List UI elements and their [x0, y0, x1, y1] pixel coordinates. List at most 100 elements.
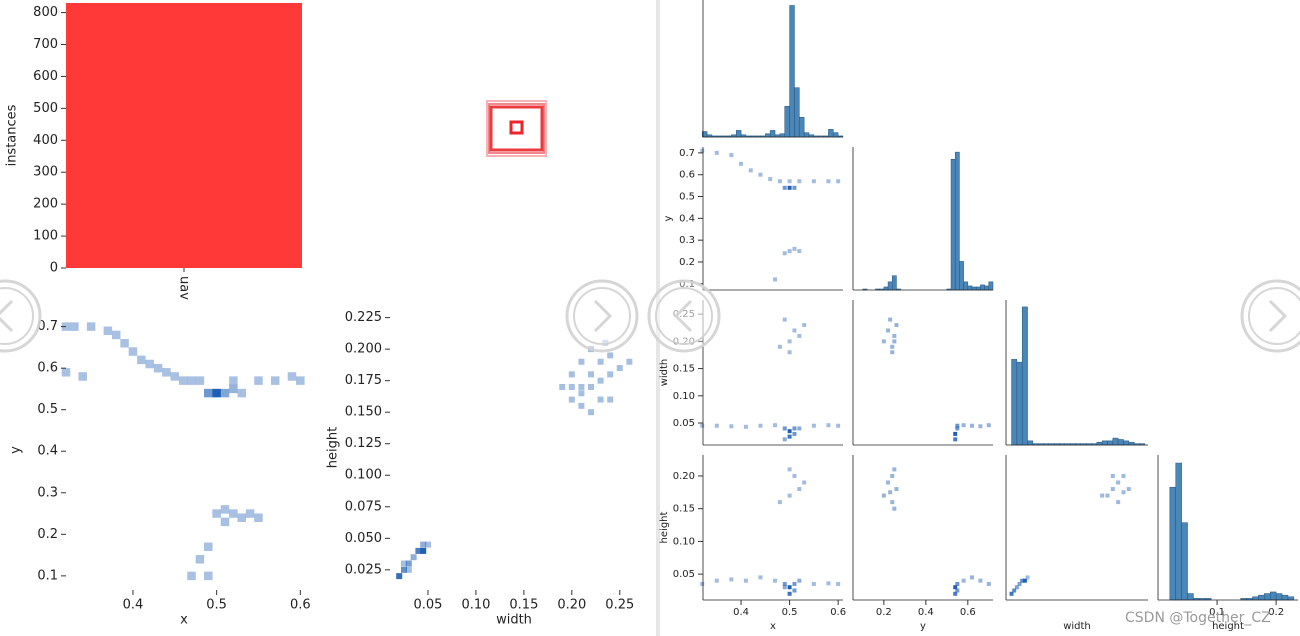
chart-panel	[852, 300, 993, 446]
heatmap-cell	[237, 513, 246, 522]
heatmap-cell	[792, 426, 797, 431]
chart-panel: 0.1 0.2 0.3 0.4 0.5 0.6 0.7 0.4 0.5 0.6 x y	[9, 319, 311, 627]
box-outline	[486, 100, 547, 157]
heatmap-cell	[128, 347, 138, 356]
heatmap-cell	[787, 591, 792, 596]
histogram-bar	[959, 261, 964, 291]
heatmap-cell	[424, 541, 431, 548]
heatmap-cell	[826, 179, 831, 184]
histogram-bar	[1021, 306, 1028, 446]
heatmap-cell	[758, 423, 763, 428]
heatmap-cell	[1020, 578, 1025, 583]
heatmap-cell	[782, 585, 787, 590]
heatmap-cell	[773, 578, 778, 583]
histogram-bar	[1275, 593, 1283, 601]
heatmap-cell	[296, 376, 305, 385]
y-tick-label: 0.200	[345, 342, 382, 357]
y-tick-label: 600	[33, 69, 58, 84]
heatmap-cell	[1126, 487, 1131, 492]
histogram-bar	[950, 159, 956, 291]
histogram-bar	[967, 285, 973, 291]
histogram-bar	[971, 286, 977, 291]
heatmap-cell	[797, 426, 802, 431]
heatmap-cell	[955, 426, 960, 431]
heatmap-cell	[792, 185, 797, 190]
bar	[66, 3, 302, 268]
chart-panel: 0.2 0.4 0.6 y	[852, 455, 993, 632]
heatmap-cell	[1105, 493, 1110, 498]
heatmap-cell	[782, 251, 787, 256]
heatmap-cell	[597, 377, 604, 384]
heatmap-cell	[420, 541, 427, 548]
heatmap-cell	[894, 487, 899, 492]
histogram-bar	[803, 132, 810, 138]
heatmap-cell	[890, 344, 895, 349]
heatmap-cell	[714, 150, 719, 155]
heatmap-cell	[758, 172, 763, 177]
heatmap-cell	[254, 376, 263, 385]
y-tick-label: 300	[33, 165, 58, 180]
histogram-bar	[1117, 439, 1124, 446]
heatmap-cell	[886, 328, 891, 333]
y-tick-label: 0.025	[345, 562, 382, 577]
histogram-bar	[833, 132, 839, 138]
heatmap-cell	[204, 388, 213, 398]
heatmap-cell	[103, 326, 113, 336]
y-tick-label: 500	[33, 101, 58, 116]
heatmap-cell	[892, 467, 897, 472]
heatmap-cell	[797, 333, 802, 338]
y-tick-label: 0.20	[673, 336, 695, 347]
heatmap-cell	[70, 322, 79, 331]
heatmap-cell	[1014, 585, 1019, 590]
heatmap-cell	[405, 566, 412, 573]
y-tick-label: 0.05	[673, 569, 695, 580]
heatmap-cell	[792, 328, 797, 333]
heatmap-cell	[254, 513, 263, 522]
y-tick-label: 0.1	[37, 568, 58, 583]
heatmap-cell	[578, 358, 585, 365]
histogram-bar	[1123, 440, 1130, 446]
y-tick-label: 0.150	[345, 405, 382, 420]
x-tick-label: 0.20	[557, 598, 586, 613]
heatmap-cell	[568, 396, 575, 403]
heatmap-cell	[797, 179, 802, 184]
heatmap-cell	[212, 388, 221, 398]
heatmap-cell	[729, 577, 734, 582]
heatmap-cell	[787, 467, 792, 472]
heatmap-cell	[892, 339, 897, 344]
heatmap-cell	[743, 578, 748, 583]
x-axis-label: x	[770, 621, 776, 632]
heatmap-cell	[1121, 490, 1126, 495]
x-axis-label: x	[180, 613, 188, 628]
heatmap-cell	[888, 490, 893, 495]
histogram-bar	[883, 286, 889, 291]
x-tick-label: 0.6	[960, 607, 976, 618]
x-axis-label: width	[1063, 621, 1091, 632]
heatmap-cell	[588, 383, 595, 390]
histogram-bar	[1011, 359, 1018, 446]
histogram-bar	[892, 275, 897, 291]
heatmap-cell	[187, 571, 196, 581]
y-tick-label: 0.20	[673, 471, 695, 482]
box-outline	[509, 120, 524, 135]
chart-panel: width	[1005, 455, 1148, 632]
heatmap-cell	[120, 338, 129, 348]
x-tick-label: 0.4	[733, 607, 749, 618]
heatmap-cell	[787, 339, 792, 344]
histogram-bar	[1128, 441, 1135, 446]
heatmap-cell	[802, 480, 807, 485]
x-axis-label: height	[1212, 621, 1244, 632]
heatmap-cell	[714, 578, 719, 583]
heatmap-cell	[986, 581, 991, 586]
chart-panel	[1005, 300, 1148, 446]
heatmap-cell	[782, 437, 787, 442]
heatmap-cell	[714, 423, 719, 428]
heatmap-cell	[797, 249, 802, 254]
y-tick-label: 0.050	[345, 531, 382, 546]
histogram-bar	[828, 129, 834, 138]
histogram-bar	[1181, 522, 1188, 601]
chart-panel: 0.1 0.2 0.3 0.4 0.5 0.6 0.7 y	[663, 147, 843, 291]
y-tick-label: 0.6	[679, 170, 695, 181]
heatmap-cell	[890, 473, 895, 478]
x-tick-label: 0.6	[290, 598, 311, 613]
